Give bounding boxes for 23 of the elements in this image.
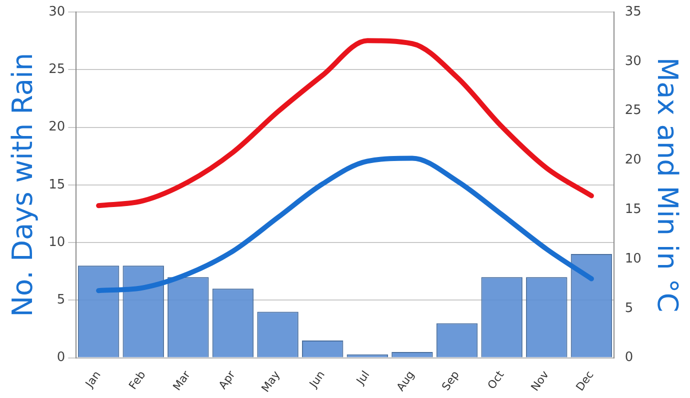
y2-tick-label: 35: [624, 4, 642, 20]
y2-axis-title: Max and Min in °C: [650, 57, 684, 312]
y-tick-label: 5: [56, 292, 66, 308]
y2-tick-label: 20: [624, 152, 642, 168]
y-tick-label: 30: [48, 4, 66, 20]
y2-tick-label: 15: [624, 202, 642, 217]
x-tick-label: Jun: [306, 368, 328, 391]
x-tick-label: Feb: [126, 368, 148, 392]
y-tick-label: 15: [48, 177, 66, 192]
x-tick-label: Oct: [485, 368, 508, 392]
x-tick-label: Jan: [82, 368, 104, 391]
y2-tick-label: 25: [624, 103, 642, 118]
y2-tick-label: 10: [624, 251, 642, 266]
y2-tick-label: 0: [624, 350, 634, 366]
y-axis-title: No. Days with Rain: [6, 52, 40, 317]
y-tick-label: 0: [56, 350, 66, 366]
x-tick-label: Sep: [439, 368, 462, 393]
y-tick-label: 10: [48, 234, 66, 250]
y-tick-label: 25: [48, 62, 66, 78]
x-tick-label: Jul: [353, 368, 372, 388]
y2-tick-label: 5: [624, 300, 634, 316]
y2-tick-label: 30: [624, 54, 642, 69]
y-tick-label: 20: [48, 120, 66, 135]
